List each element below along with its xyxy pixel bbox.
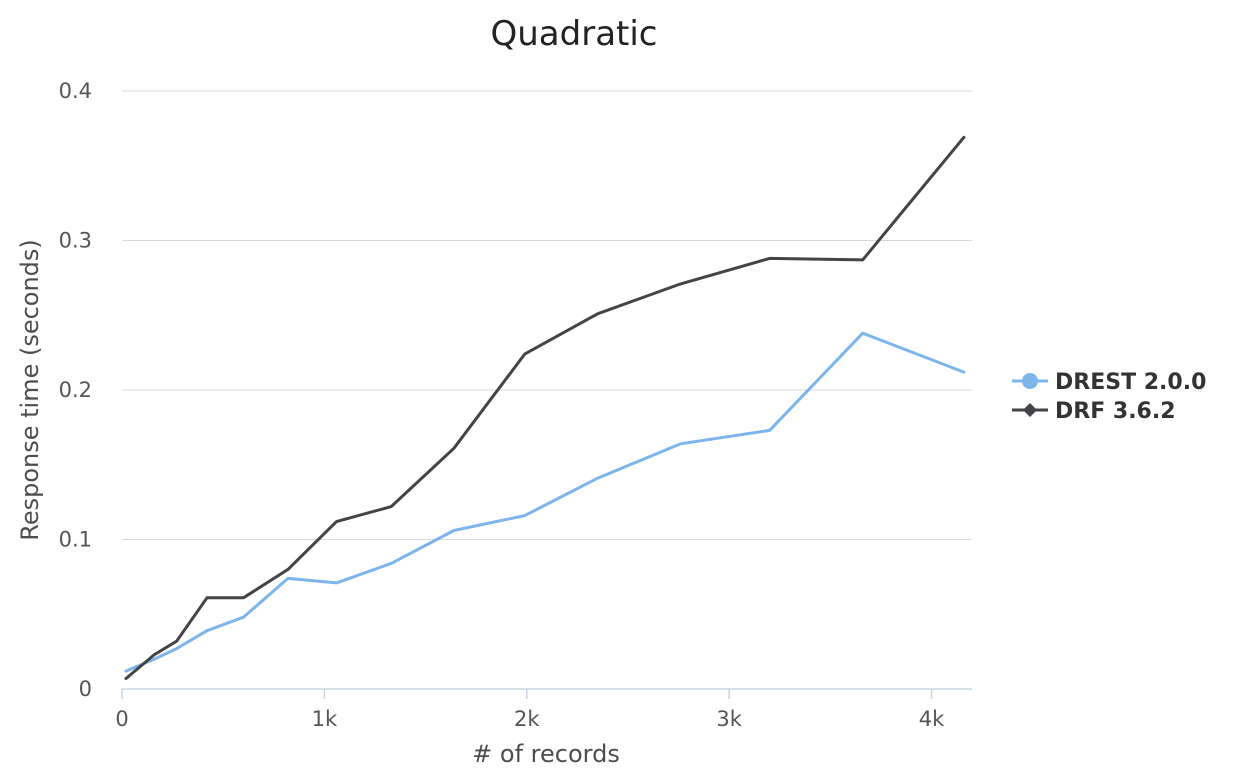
y-tick-label: 0.4	[59, 79, 92, 103]
series-line-2	[124, 135, 966, 680]
x-tick-label: 0	[115, 707, 128, 731]
axes: 0 0.1 0.2 0.3 0.4 0 1k 2k 3k 4k	[59, 79, 972, 731]
y-tick-label: 0.3	[59, 229, 92, 253]
legend-label: DRF 3.6.2	[1055, 399, 1176, 424]
legend-circle-marker	[1022, 373, 1038, 389]
chart-title: Quadratic	[490, 14, 657, 54]
y-tick-label: 0	[79, 677, 92, 701]
legend-item-2[interactable]: DRF 3.6.2	[1012, 399, 1176, 424]
y-axis-title: Response time (seconds)	[16, 239, 44, 541]
x-tick-label: 1k	[312, 707, 338, 731]
x-tick-label: 3k	[716, 707, 742, 731]
y-tick-label: 0.1	[59, 528, 92, 552]
y-tick-label: 0.2	[59, 378, 92, 402]
x-tick-label: 2k	[514, 707, 540, 731]
legend[interactable]: DREST 2.0.0 DRF 3.6.2	[1012, 370, 1206, 424]
legend-label: DREST 2.0.0	[1055, 370, 1206, 395]
series-lines	[124, 135, 966, 680]
gridlines	[122, 90, 972, 540]
series-line-1	[124, 331, 966, 673]
x-tick-label: 4k	[919, 707, 945, 731]
legend-diamond-marker	[1023, 403, 1037, 417]
legend-item-1[interactable]: DREST 2.0.0	[1012, 370, 1206, 395]
x-axis-title: # of records	[472, 740, 620, 768]
